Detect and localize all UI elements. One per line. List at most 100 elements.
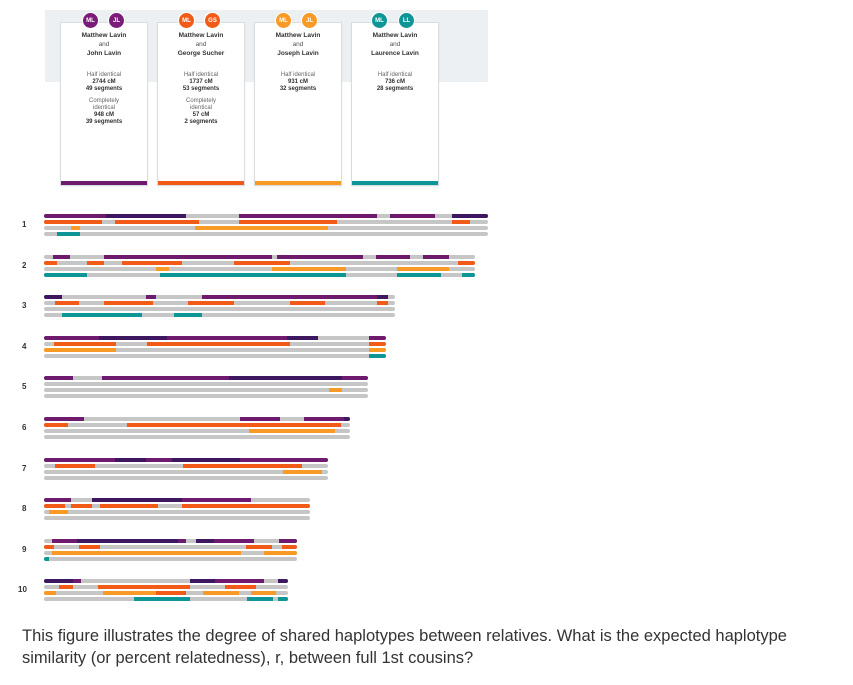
and-text: and — [389, 41, 401, 48]
shared-segment — [368, 347, 386, 352]
shared-segment — [202, 591, 240, 596]
shared-segment — [58, 585, 74, 590]
shared-segment — [224, 585, 257, 590]
haplotype-track — [44, 423, 350, 427]
shared-segment — [156, 591, 186, 596]
shared-segment — [281, 544, 297, 549]
card-names: Matthew Lavin and Laurence Lavin — [352, 31, 438, 58]
shared-segment — [228, 376, 343, 381]
shared-segment — [44, 335, 99, 340]
shared-segment — [368, 335, 386, 340]
half-identical-segments: 32 segments — [279, 86, 317, 92]
shared-segment — [44, 504, 66, 509]
shared-segment — [55, 457, 115, 462]
shared-segment — [462, 272, 475, 277]
half-identical-cm: 1737 cM — [189, 79, 213, 85]
completely-identical-label-2: identical — [92, 105, 115, 111]
haplotype-track — [44, 585, 288, 590]
avatar: GS — [204, 12, 221, 29]
shared-segment — [97, 585, 191, 590]
chromosome-label: 9 — [22, 544, 27, 554]
half-identical-cm: 2744 cM — [92, 79, 116, 85]
shared-segment — [343, 417, 350, 421]
shared-segment — [99, 504, 159, 509]
chromosome-label: 4 — [22, 341, 27, 351]
shared-segment — [182, 498, 252, 503]
avatar: ML — [178, 12, 195, 29]
chromosome-browser: 1 2 3 4 5 6 7 8 9 10 — [0, 205, 500, 605]
shared-segment — [167, 335, 287, 340]
avatar: LL — [398, 12, 415, 29]
comparison-card-joseph[interactable]: Matthew Lavin and Joseph Lavin Half iden… — [254, 22, 342, 186]
shared-segment — [115, 457, 147, 462]
shared-segment — [91, 498, 183, 503]
shared-segment — [115, 220, 200, 224]
completely-identical-label-2: identical — [189, 105, 212, 111]
haplotype-track — [44, 457, 328, 462]
chromosome-label: 10 — [18, 585, 27, 595]
shared-segment — [44, 214, 107, 218]
question-text: This figure illustrates the degree of sh… — [22, 627, 787, 667]
shared-segment — [457, 260, 475, 265]
shared-segment — [70, 504, 92, 509]
chromosome-label: 6 — [22, 423, 27, 432]
shared-segment — [190, 579, 215, 584]
haplotype-track — [44, 295, 395, 300]
shared-segment — [239, 457, 328, 462]
avatar: ML — [371, 12, 388, 29]
haplotype-track — [44, 394, 368, 399]
shared-segment — [239, 220, 338, 224]
shared-segment — [173, 313, 202, 318]
chromosome-label: 5 — [22, 382, 27, 392]
shared-segment — [156, 266, 169, 271]
shared-segment — [146, 457, 172, 462]
shared-segment — [452, 220, 471, 224]
half-identical-segments: 28 segments — [376, 86, 414, 92]
shared-segment — [279, 538, 297, 543]
shared-segment — [44, 591, 57, 596]
shared-segment — [377, 295, 388, 300]
and-text: and — [292, 41, 304, 48]
haplotype-track — [44, 254, 475, 259]
card-stats: Half identical 1737 cM 53 segments Compl… — [158, 72, 244, 126]
shared-segment — [44, 220, 102, 224]
half-identical-label: Half identical — [280, 72, 316, 78]
haplotype-track — [44, 301, 395, 306]
person-1-name: Matthew Lavin — [275, 32, 321, 39]
shared-segment — [146, 341, 291, 346]
shared-segment — [368, 341, 386, 346]
shared-segment — [201, 295, 378, 300]
haplotype-track — [44, 463, 328, 468]
haplotype-track — [44, 498, 310, 503]
shared-segment — [104, 254, 273, 259]
shared-segment — [282, 469, 323, 474]
shared-segment — [272, 266, 346, 271]
completely-identical-label-1: Completely — [185, 98, 216, 104]
haplotype-track — [44, 266, 475, 271]
half-identical-label: Half identical — [183, 72, 219, 78]
completely-identical-cm: 57 cM — [192, 112, 210, 118]
shared-segment — [87, 260, 105, 265]
haplotype-track — [44, 382, 368, 387]
avatar: JL — [108, 12, 125, 29]
shared-segment — [304, 417, 344, 421]
card-stats: Half identical 2744 cM 49 segments Compl… — [61, 72, 147, 126]
haplotype-track — [44, 538, 297, 543]
shared-segment — [246, 544, 272, 549]
card-color-bar — [352, 181, 438, 185]
person-2-name: Laurence Lavin — [371, 50, 419, 57]
shared-segment — [377, 301, 388, 306]
shared-segment — [44, 272, 88, 277]
shared-segment — [397, 272, 441, 277]
card-names: Matthew Lavin and Joseph Lavin — [255, 31, 341, 58]
haplotype-track — [44, 353, 386, 358]
comparison-card-george[interactable]: Matthew Lavin and George Sucher Half ide… — [157, 22, 245, 186]
comparison-card-john[interactable]: Matthew Lavin and John Lavin Half identi… — [60, 22, 148, 186]
shared-segment — [126, 423, 341, 427]
card-color-bar — [255, 181, 341, 185]
card-stats: Half identical 736 cM 28 segments — [352, 72, 438, 93]
shared-segment — [76, 538, 179, 543]
shared-segment — [183, 463, 303, 468]
comparison-card-laurence[interactable]: Matthew Lavin and Laurence Lavin Half id… — [351, 22, 439, 186]
shared-segment — [54, 301, 80, 306]
